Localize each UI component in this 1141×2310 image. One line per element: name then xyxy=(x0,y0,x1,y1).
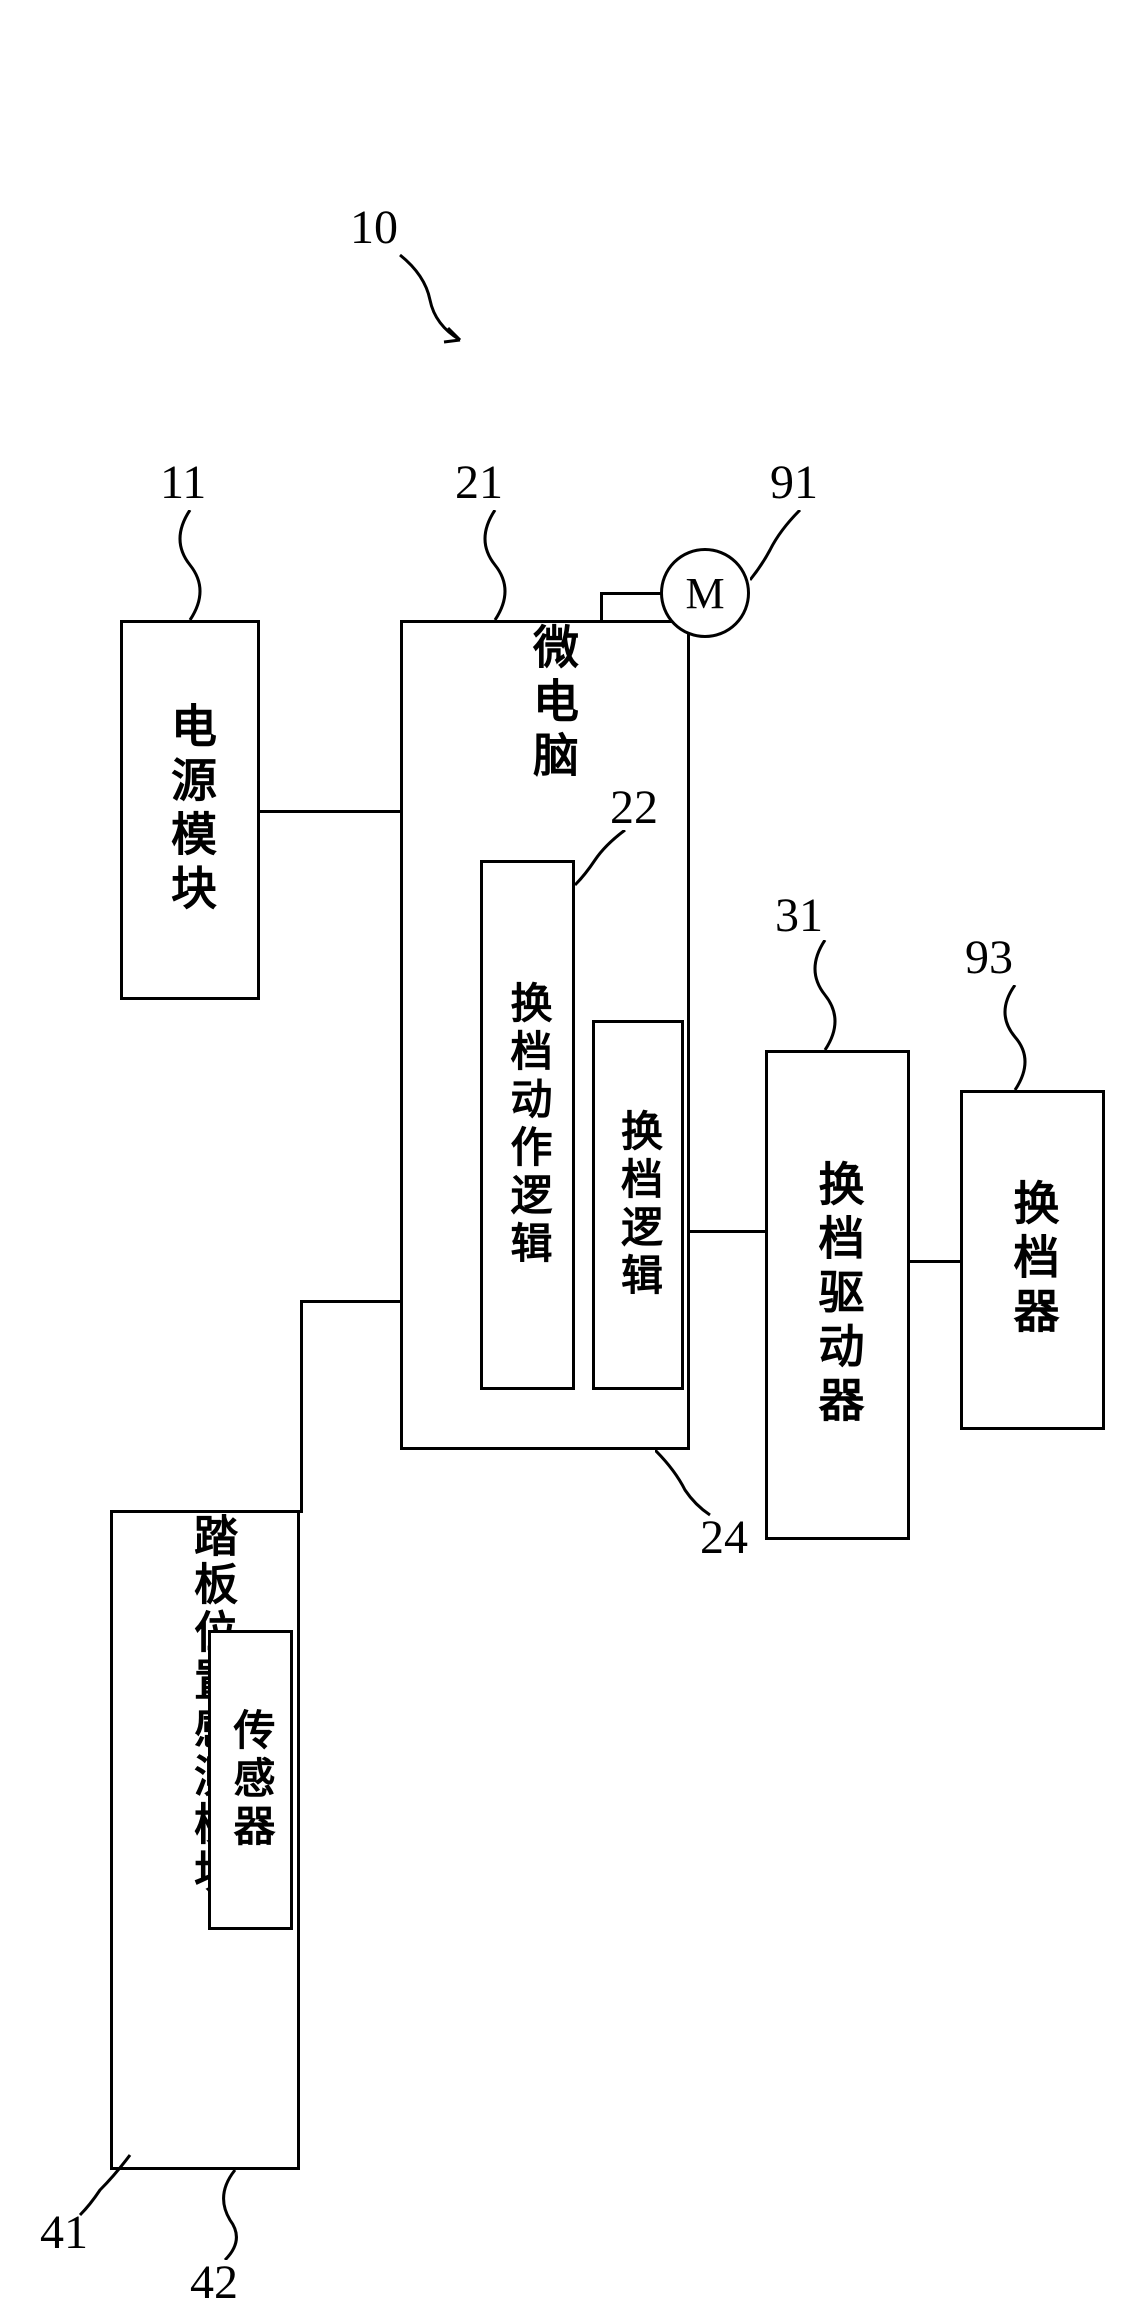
line-driver-shifter xyxy=(910,1260,963,1263)
label-mcu: 21 xyxy=(455,455,503,510)
label-shifter: 93 xyxy=(965,930,1013,985)
text-mcu: 微电脑 xyxy=(519,623,585,785)
text-shifter: 换档器 xyxy=(1000,1179,1066,1341)
squiggle-sensor xyxy=(210,2170,260,2260)
text-motor: M xyxy=(685,568,724,619)
label-sensor: 42 xyxy=(190,2255,238,2310)
motor-circle: M xyxy=(660,548,750,638)
text-shift-logic: 换档逻辑 xyxy=(608,1109,669,1301)
box-shift-driver: 换档驱动器 xyxy=(765,1050,910,1540)
label-shift-action-logic: 22 xyxy=(610,780,658,835)
label-system: 10 xyxy=(350,200,398,255)
label-power: 11 xyxy=(160,455,206,510)
box-shift-action-logic: 换档动作逻辑 xyxy=(480,860,575,1390)
line-mcu-motor-v xyxy=(600,593,603,623)
squiggle-mcu xyxy=(470,510,530,620)
line-mcu-motor-h xyxy=(600,592,663,595)
line-pedal-mcu-h xyxy=(300,1300,403,1303)
line-power-mcu xyxy=(260,810,400,813)
squiggle-pedal-module xyxy=(75,2150,145,2220)
line-pedal-mcu-v xyxy=(300,1300,303,1513)
squiggle-motor xyxy=(750,510,810,585)
squiggle-shift-logic xyxy=(655,1450,715,1520)
text-shift-action-logic: 换档动作逻辑 xyxy=(497,981,558,1269)
label-shift-driver: 31 xyxy=(775,888,823,943)
box-sensor: 传感器 xyxy=(208,1630,293,1930)
line-mcu-driver xyxy=(690,1230,768,1233)
squiggle-power xyxy=(165,510,225,620)
label-motor: 91 xyxy=(770,455,818,510)
squiggle-shift-action-logic xyxy=(575,830,635,890)
text-power: 电源模块 xyxy=(157,702,223,918)
text-shift-driver: 换档驱动器 xyxy=(805,1160,871,1430)
box-shift-logic: 换档逻辑 xyxy=(592,1020,684,1390)
box-power: 电源模块 xyxy=(120,620,260,1000)
squiggle-shift-driver xyxy=(800,940,860,1050)
box-shifter: 换档器 xyxy=(960,1090,1105,1430)
squiggle-shifter xyxy=(990,985,1050,1090)
text-sensor: 传感器 xyxy=(220,1708,281,1852)
arrow-system xyxy=(390,250,490,360)
